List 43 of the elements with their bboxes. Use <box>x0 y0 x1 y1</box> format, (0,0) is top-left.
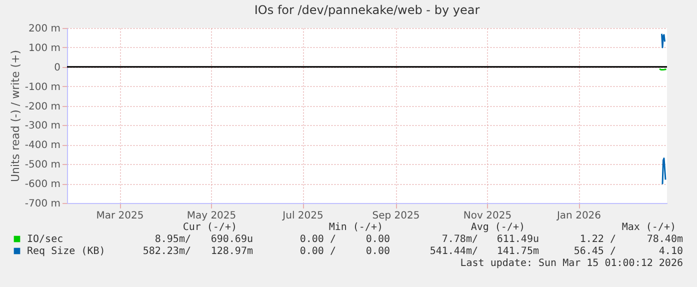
chart-title: IOs for /dev/pannekake/web - by year <box>254 3 480 17</box>
y-axis-title: Units read (-) / write (+) <box>8 50 22 182</box>
y-tick-label: 0 <box>54 62 60 74</box>
text: 0.00 / <box>300 246 336 257</box>
y-tick-label: -100 m <box>24 82 60 93</box>
x-tick-label: May 2025 <box>186 210 236 222</box>
line-series <box>661 33 666 48</box>
text: 4.10 <box>658 246 683 257</box>
text: 128.97m <box>210 246 253 257</box>
text: 0.00 <box>366 234 390 245</box>
y-tick-label: -400 m <box>24 140 60 152</box>
text: Max (-/+) <box>622 222 676 233</box>
text: Min (-/+) <box>328 222 383 233</box>
legend-label: IO/sec <box>27 234 64 245</box>
legend-label: Req Size (KB) <box>27 246 106 257</box>
line-series <box>661 158 666 184</box>
text: 1.22 / <box>580 234 616 245</box>
y-tick-label: -200 m <box>24 101 60 112</box>
y-tick-label: 200 m <box>28 24 60 34</box>
x-tick-label: Jan 2026 <box>556 210 602 222</box>
y-tick-label: -700 m <box>24 198 60 210</box>
text: 141.75m <box>496 246 539 257</box>
text: 611.49u <box>496 234 539 245</box>
y-tick-label: -600 m <box>24 179 60 190</box>
y-tick-label: 100 m <box>28 42 60 54</box>
text: 78.40m <box>646 234 683 245</box>
text: Cur (-/+) <box>182 222 237 233</box>
text: 690.69u <box>210 234 253 245</box>
x-tick-label: Jul 2025 <box>282 210 324 222</box>
x-tick-label: Mar 2025 <box>96 210 144 222</box>
text: 0.00 <box>366 246 390 257</box>
x-tick-label: Nov 2025 <box>463 210 512 222</box>
text: 56.45 / <box>574 246 616 257</box>
x-tick-label: Sep 2025 <box>372 210 420 222</box>
text: 541.44m/ <box>430 246 478 257</box>
text: 7.78m/ <box>442 234 478 245</box>
text: 8.95m/ <box>154 234 191 245</box>
text: Last update: Sun Mar 15 01:00:12 2026 <box>460 258 683 269</box>
y-tick-label: -500 m <box>24 160 60 171</box>
text: Avg (-/+) <box>470 222 525 233</box>
text: 0.00 / <box>300 234 336 245</box>
y-tick-label: -300 m <box>24 120 60 132</box>
text: 582.23m/ <box>142 246 191 257</box>
